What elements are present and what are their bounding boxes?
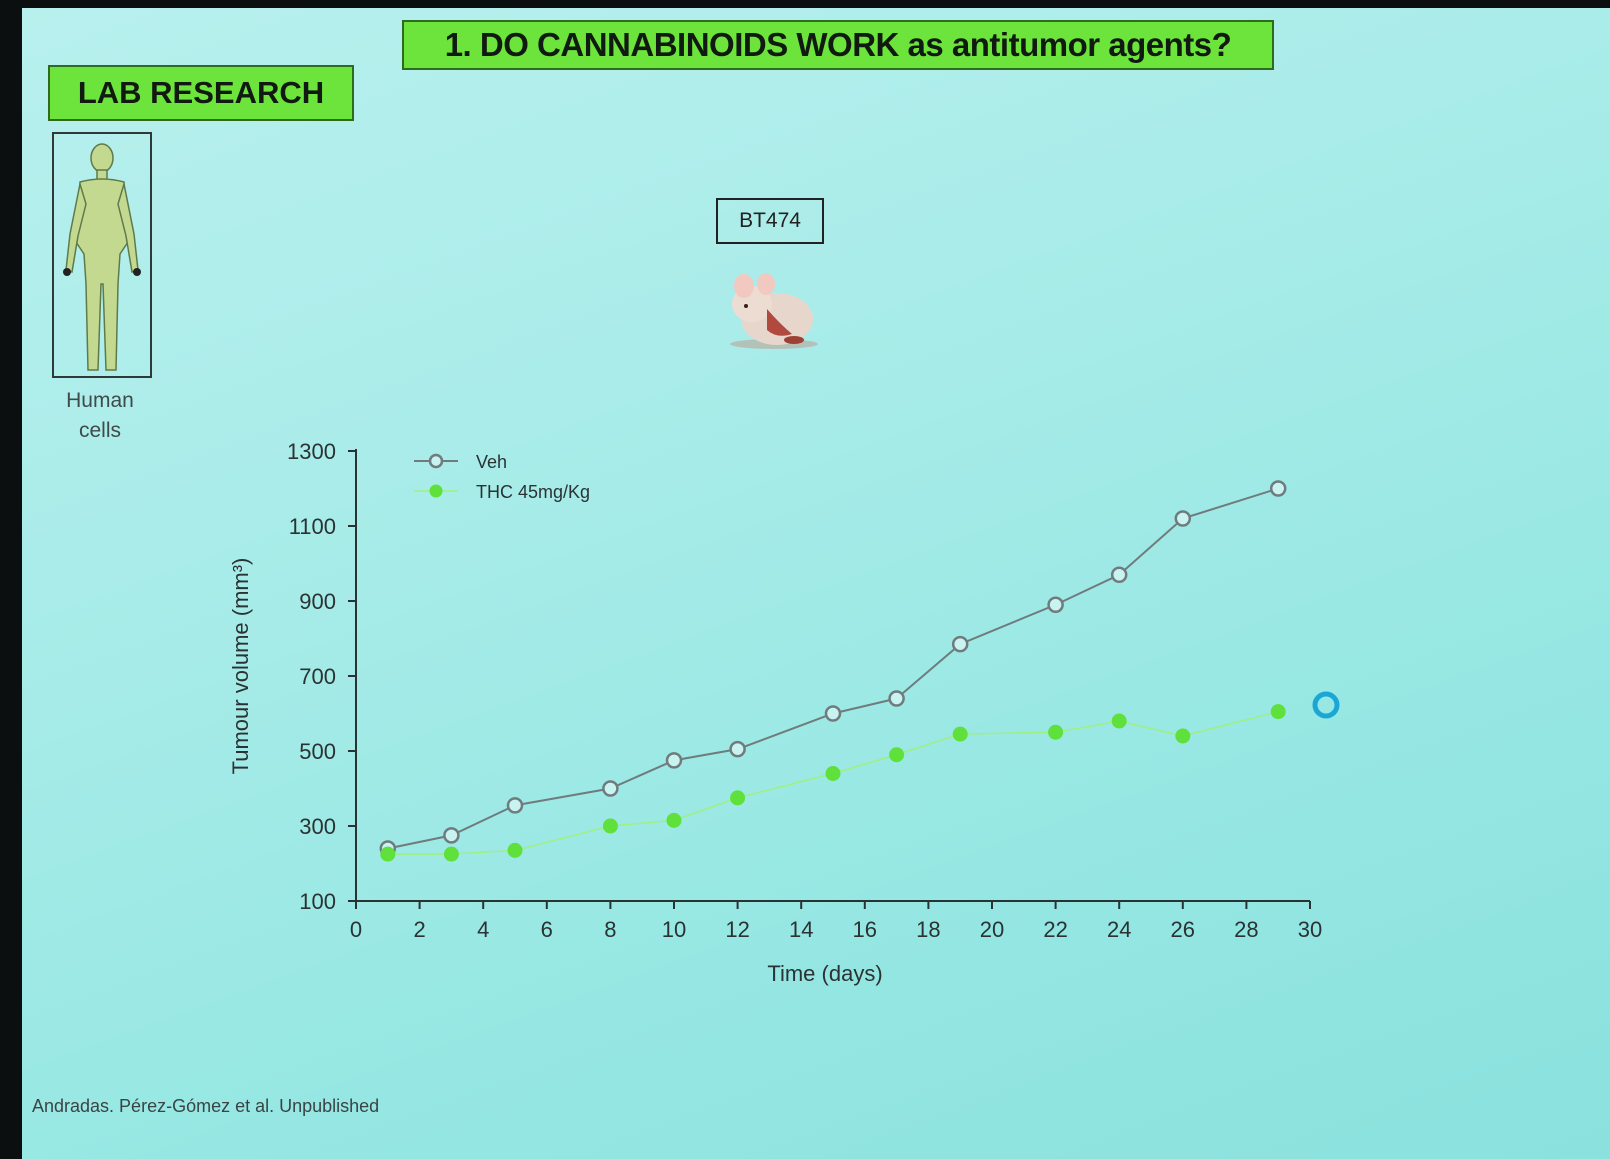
y-tick-label: 900 — [299, 589, 336, 614]
mouse-icon — [730, 273, 818, 349]
data-point-veh — [665, 752, 683, 769]
x-tick-label: 30 — [1298, 917, 1322, 942]
human-cells-label-line2: cells — [78, 419, 121, 442]
data-point-veh — [1269, 480, 1287, 497]
lab-research-label: LAB RESEARCH — [48, 65, 354, 121]
data-point-veh — [506, 797, 524, 814]
data-point-thc — [889, 747, 905, 763]
x-tick-label: 2 — [413, 917, 425, 942]
data-point-veh — [1047, 596, 1064, 613]
human-figure-frame — [52, 132, 152, 378]
data-point-veh — [888, 690, 905, 707]
x-tick-label: 20 — [980, 917, 1004, 942]
legend-marker-thc — [429, 484, 443, 498]
x-tick-label: 22 — [1043, 917, 1067, 942]
x-axis-label: Time (days) — [767, 961, 882, 986]
x-tick-label: 16 — [853, 917, 877, 942]
data-point-veh — [602, 780, 619, 797]
x-tick-label: 26 — [1171, 917, 1195, 942]
data-point-veh — [824, 705, 842, 722]
data-point-thc — [1111, 713, 1127, 729]
data-point-thc — [1048, 724, 1064, 740]
data-point-thc — [443, 846, 459, 862]
human-body-icon — [63, 143, 141, 371]
human-cells-label-line1: Human — [66, 389, 134, 412]
cursor-ring-icon — [1312, 691, 1340, 719]
legend-label-veh: Veh — [476, 452, 507, 472]
y-tick-label: 300 — [299, 814, 336, 839]
y-tick-label: 1300 — [287, 439, 336, 464]
x-tick-label: 18 — [916, 917, 940, 942]
x-tick-label: 4 — [477, 917, 489, 942]
data-point-veh — [729, 740, 746, 758]
x-tick-label: 0 — [350, 917, 362, 942]
y-tick-label: 100 — [299, 889, 336, 914]
series-line-thc — [387, 710, 1279, 855]
data-point-veh — [951, 635, 969, 653]
x-tick-label: 24 — [1107, 917, 1131, 942]
data-point-thc — [602, 818, 618, 834]
data-point-thc — [507, 842, 523, 858]
data-point-thc — [666, 812, 682, 828]
citation-footer: Andradas. Pérez-Gómez et al. Unpublished — [32, 1096, 380, 1116]
y-tick-label: 1100 — [289, 514, 336, 539]
series-line-veh — [387, 487, 1279, 850]
slide: 1. DO CANNABINOIDS WORK as antitumor age… — [22, 8, 1610, 1159]
data-point-thc — [1270, 704, 1286, 720]
human-cells-label: Human cells — [40, 386, 160, 446]
legend-label-thc: THC 45mg/Kg — [476, 482, 590, 502]
slide-title: 1. DO CANNABINOIDS WORK as antitumor age… — [402, 20, 1274, 70]
x-tick-label: 10 — [662, 917, 686, 942]
cell-line-label: BT474 — [716, 198, 824, 244]
data-point-thc — [825, 766, 841, 781]
x-tick-label: 14 — [789, 917, 813, 942]
x-tick-label: 28 — [1234, 917, 1258, 942]
data-point-thc — [952, 726, 968, 742]
data-point-veh — [1174, 510, 1192, 527]
legend-marker-veh — [428, 453, 444, 469]
data-point-veh — [1110, 566, 1128, 583]
y-tick-label: 700 — [299, 664, 336, 689]
x-tick-label: 8 — [604, 917, 616, 942]
data-point-thc — [730, 790, 746, 806]
x-tick-label: 12 — [725, 917, 749, 942]
data-point-veh — [443, 827, 460, 844]
data-point-thc — [1175, 728, 1191, 744]
y-tick-label: 500 — [299, 739, 336, 764]
y-axis-label: Tumour volume (mm³) — [228, 558, 253, 775]
data-point-thc — [380, 846, 396, 862]
x-tick-label: 6 — [541, 917, 553, 942]
